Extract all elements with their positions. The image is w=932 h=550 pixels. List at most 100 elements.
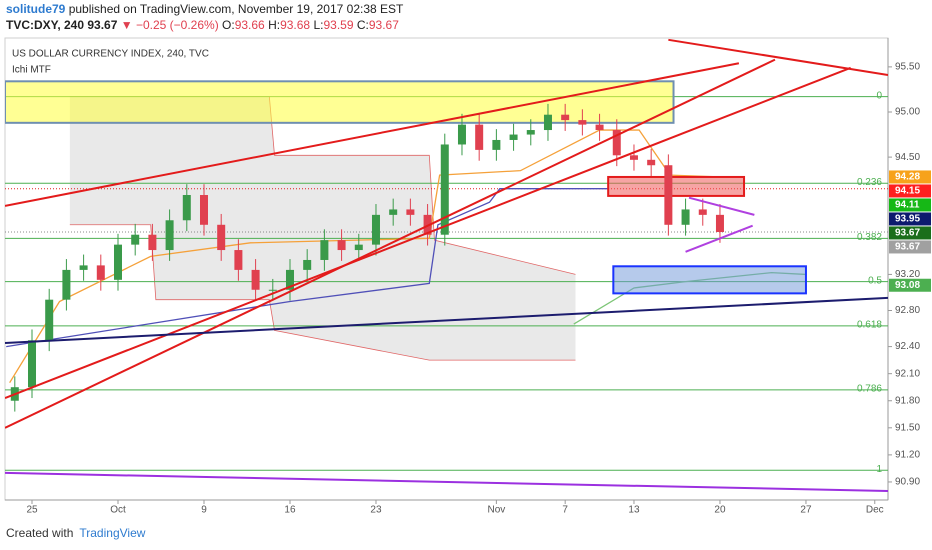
header-line: TVC:DXY, 240 93.67 ▼ −0.25 (−0.26%) O:93… (6, 17, 403, 33)
price-badge-label: 93.08 (895, 280, 920, 291)
indicator-name: Ichi MTF (12, 65, 51, 76)
trend-line (5, 66, 852, 399)
candle-body (217, 224, 226, 251)
symbol: TVC:DXY, 240 (6, 18, 85, 32)
candle-body (664, 165, 673, 225)
y-tick-label: 95.50 (895, 62, 920, 73)
header: solitude79 published on TradingView.com,… (6, 1, 403, 33)
candle-body (199, 195, 208, 225)
price-badge-label: 94.11 (895, 200, 920, 211)
candle-body (561, 114, 570, 121)
trend-line (5, 58, 776, 429)
ohlc-value: 93.59 (323, 18, 354, 32)
candle-body (337, 240, 346, 251)
price-badge (889, 198, 931, 212)
candle-body (320, 240, 329, 260)
plot (5, 38, 888, 492)
candle-body (285, 269, 294, 290)
x-tick-label: Nov (487, 505, 505, 516)
candle-body (475, 124, 484, 150)
candle-body (509, 134, 518, 140)
drawing-rect (607, 175, 746, 197)
price-badge-label: 93.67 (895, 228, 920, 239)
created-with: Created with (6, 526, 74, 540)
x-tick-label: 27 (800, 505, 812, 516)
price-badge (889, 212, 931, 226)
candle-body (543, 114, 552, 131)
candle-body (28, 340, 37, 388)
ohlc-value: 93.66 (234, 18, 265, 32)
brand[interactable]: TradingView (79, 526, 146, 540)
candle-body (165, 220, 174, 251)
change: ▼ −0.25 (−0.26%) (120, 18, 219, 32)
candle-body (389, 209, 398, 215)
price-badge (889, 184, 931, 198)
y-tick-label: 91.50 (895, 422, 920, 433)
ichimoku-cloud (69, 96, 576, 361)
candle-body (79, 265, 88, 270)
candle-body (595, 124, 604, 131)
candle-body (698, 209, 707, 215)
candle-body (715, 214, 724, 233)
x-tick-label: 13 (628, 505, 640, 516)
candle-body (148, 234, 157, 251)
candle-body (440, 144, 449, 235)
ohlc-value: 93.67 (368, 18, 399, 32)
x-tick-label: 20 (714, 505, 726, 516)
y-tick-label: 94.50 (895, 152, 920, 163)
price-badge-label: 93.67 (895, 242, 920, 253)
trend-line (688, 196, 755, 216)
drawing-rect (612, 265, 807, 295)
candle-body (268, 289, 277, 291)
price-badge (889, 278, 931, 292)
fib-label: 0.5 (868, 275, 882, 286)
trend-line (685, 224, 754, 253)
candle-body (234, 250, 243, 270)
ohlc-key: O: (222, 18, 235, 32)
trend-line (5, 471, 888, 492)
candle-body (354, 244, 363, 251)
y-tick-label: 91.80 (895, 395, 920, 406)
chart-title: US DOLLAR CURRENCY INDEX, 240, TVC (12, 49, 209, 60)
candle-body (182, 195, 191, 221)
candle-body (492, 139, 501, 150)
y-tick-label: 93.20 (895, 269, 920, 280)
x-tick-label: 7 (562, 505, 568, 516)
ohlc-value: 93.68 (280, 18, 311, 32)
candle-body (578, 120, 587, 125)
candle-body (526, 130, 535, 135)
y-tick-label: 95.00 (895, 107, 920, 118)
footer: Created with TradingView (6, 526, 145, 540)
candle-body (45, 299, 54, 341)
author[interactable]: solitude79 (6, 2, 66, 16)
x-tick-label: Dec (866, 505, 884, 516)
fib-label: 1 (876, 464, 882, 475)
candle-body (371, 214, 380, 245)
y-tick-label: 90.90 (895, 477, 920, 488)
candle-body (406, 209, 415, 215)
trend-line (5, 296, 888, 344)
candle-body (62, 269, 71, 300)
header-line: solitude79 published on TradingView.com,… (6, 1, 403, 17)
x-tick-label: 23 (370, 505, 382, 516)
published: published on TradingView.com, November 1… (68, 2, 404, 16)
y-tick-label: 92.80 (895, 305, 920, 316)
price-badge-label: 94.28 (895, 172, 920, 183)
candle-body (303, 259, 312, 270)
x-tick-label: 9 (201, 505, 207, 516)
last-price: 93.67 (87, 18, 118, 32)
candle-body (647, 159, 656, 166)
fib-label: 0 (876, 90, 882, 101)
ohlc-key: H: (268, 18, 281, 32)
x-tick-label: 25 (26, 505, 38, 516)
candle-body (96, 265, 105, 280)
candle-body (251, 269, 260, 290)
fib-label: 0.618 (857, 319, 882, 330)
ohlc-key: L: (313, 18, 324, 32)
x-tick-label: 16 (284, 505, 296, 516)
fib-label: 0.236 (857, 177, 882, 188)
candle-body (629, 155, 638, 160)
price-badge-label: 93.95 (895, 214, 920, 225)
